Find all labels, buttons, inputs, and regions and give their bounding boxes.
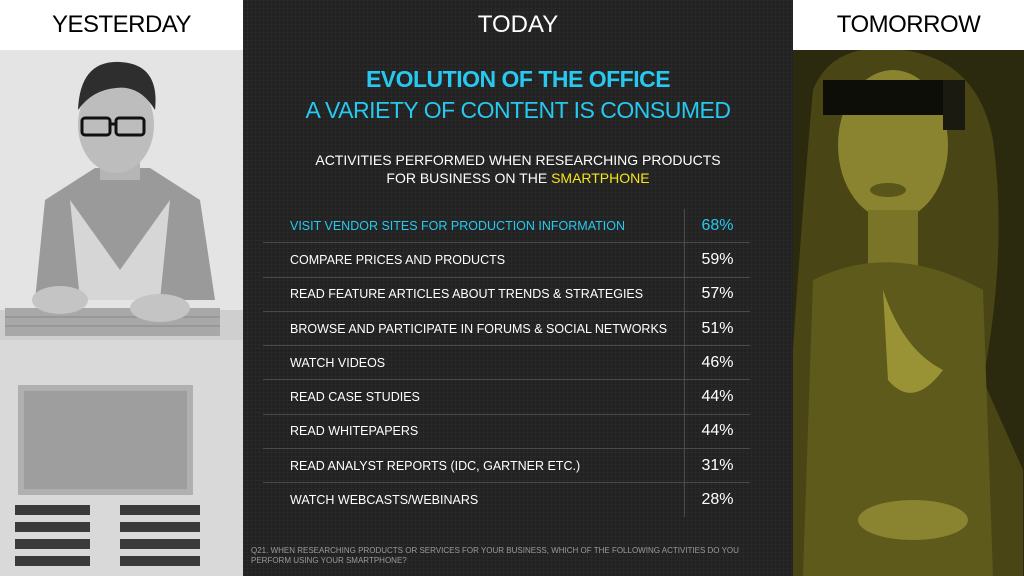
activity-label: READ CASE STUDIES xyxy=(263,379,685,415)
footnote: Q21. WHEN RESEARCHING PRODUCTS OR SERVIC… xyxy=(251,546,739,565)
table-row: READ FEATURE ARTICLES ABOUT TRENDS & STR… xyxy=(263,277,750,312)
table-row: WATCH WEBCASTS/WEBINARS 28% xyxy=(263,482,750,517)
activity-percent: 68% xyxy=(684,209,750,244)
table-row: BROWSE AND PARTICIPATE IN FORUMS & SOCIA… xyxy=(263,311,750,347)
activity-label: READ WHITEPAPERS xyxy=(263,414,685,450)
center-panel: TODAY EVOLUTION OF THE OFFICE A VARIETY … xyxy=(243,0,793,576)
today-header: TODAY xyxy=(477,11,559,38)
yesterday-photo xyxy=(0,50,243,576)
activity-percent: 51% xyxy=(684,311,750,347)
activity-label: VISIT VENDOR SITES FOR PRODUCTION INFORM… xyxy=(263,209,685,244)
table-row: WATCH VIDEOS 46% xyxy=(263,345,750,381)
yesterday-header: YESTERDAY xyxy=(0,0,243,50)
table-row: VISIT VENDOR SITES FOR PRODUCTION INFORM… xyxy=(263,209,750,244)
activities-table: VISIT VENDOR SITES FOR PRODUCTION INFORM… xyxy=(263,209,750,517)
section-heading-line2: FOR BUSINESS ON THE SMARTPHONE xyxy=(243,169,793,187)
activity-percent: 28% xyxy=(684,482,750,517)
table-row: READ WHITEPAPERS 44% xyxy=(263,414,750,450)
activity-percent: 31% xyxy=(684,448,750,484)
activity-label: READ FEATURE ARTICLES ABOUT TRENDS & STR… xyxy=(263,277,685,312)
activity-label: COMPARE PRICES AND PRODUCTS xyxy=(263,242,685,278)
activity-percent: 44% xyxy=(684,379,750,415)
activity-label: WATCH VIDEOS xyxy=(263,345,685,381)
section-heading-line1: ACTIVITIES PERFORMED WHEN RESEARCHING PR… xyxy=(315,152,721,168)
activity-percent: 44% xyxy=(684,414,750,450)
activity-label: READ ANALYST REPORTS (IDC, GARTNER ETC.) xyxy=(263,448,685,484)
table-row: COMPARE PRICES AND PRODUCTS 59% xyxy=(263,242,750,278)
activity-percent: 59% xyxy=(684,242,750,278)
section-heading-prefix: FOR BUSINESS ON THE xyxy=(386,170,552,186)
table-row: READ ANALYST REPORTS (IDC, GARTNER ETC.)… xyxy=(263,448,750,484)
tomorrow-photo xyxy=(793,50,1024,576)
main-subtitle: A VARIETY OF CONTENT IS CONSUMED xyxy=(305,97,731,123)
smartphone-highlight: SMARTPHONE xyxy=(551,170,650,186)
tomorrow-header: TOMORROW xyxy=(793,0,1024,50)
right-panel: TOMORROW xyxy=(793,0,1024,576)
activity-percent: 57% xyxy=(684,277,750,312)
activity-percent: 46% xyxy=(684,345,750,381)
left-panel: YESTERDAY xyxy=(0,0,243,576)
section-heading: ACTIVITIES PERFORMED WHEN RESEARCHING PR… xyxy=(243,151,793,187)
activity-label: BROWSE AND PARTICIPATE IN FORUMS & SOCIA… xyxy=(263,311,685,347)
main-title: EVOLUTION OF THE OFFICE xyxy=(365,66,671,92)
activity-label: WATCH WEBCASTS/WEBINARS xyxy=(290,493,479,508)
table-row: READ CASE STUDIES 44% xyxy=(263,379,750,415)
